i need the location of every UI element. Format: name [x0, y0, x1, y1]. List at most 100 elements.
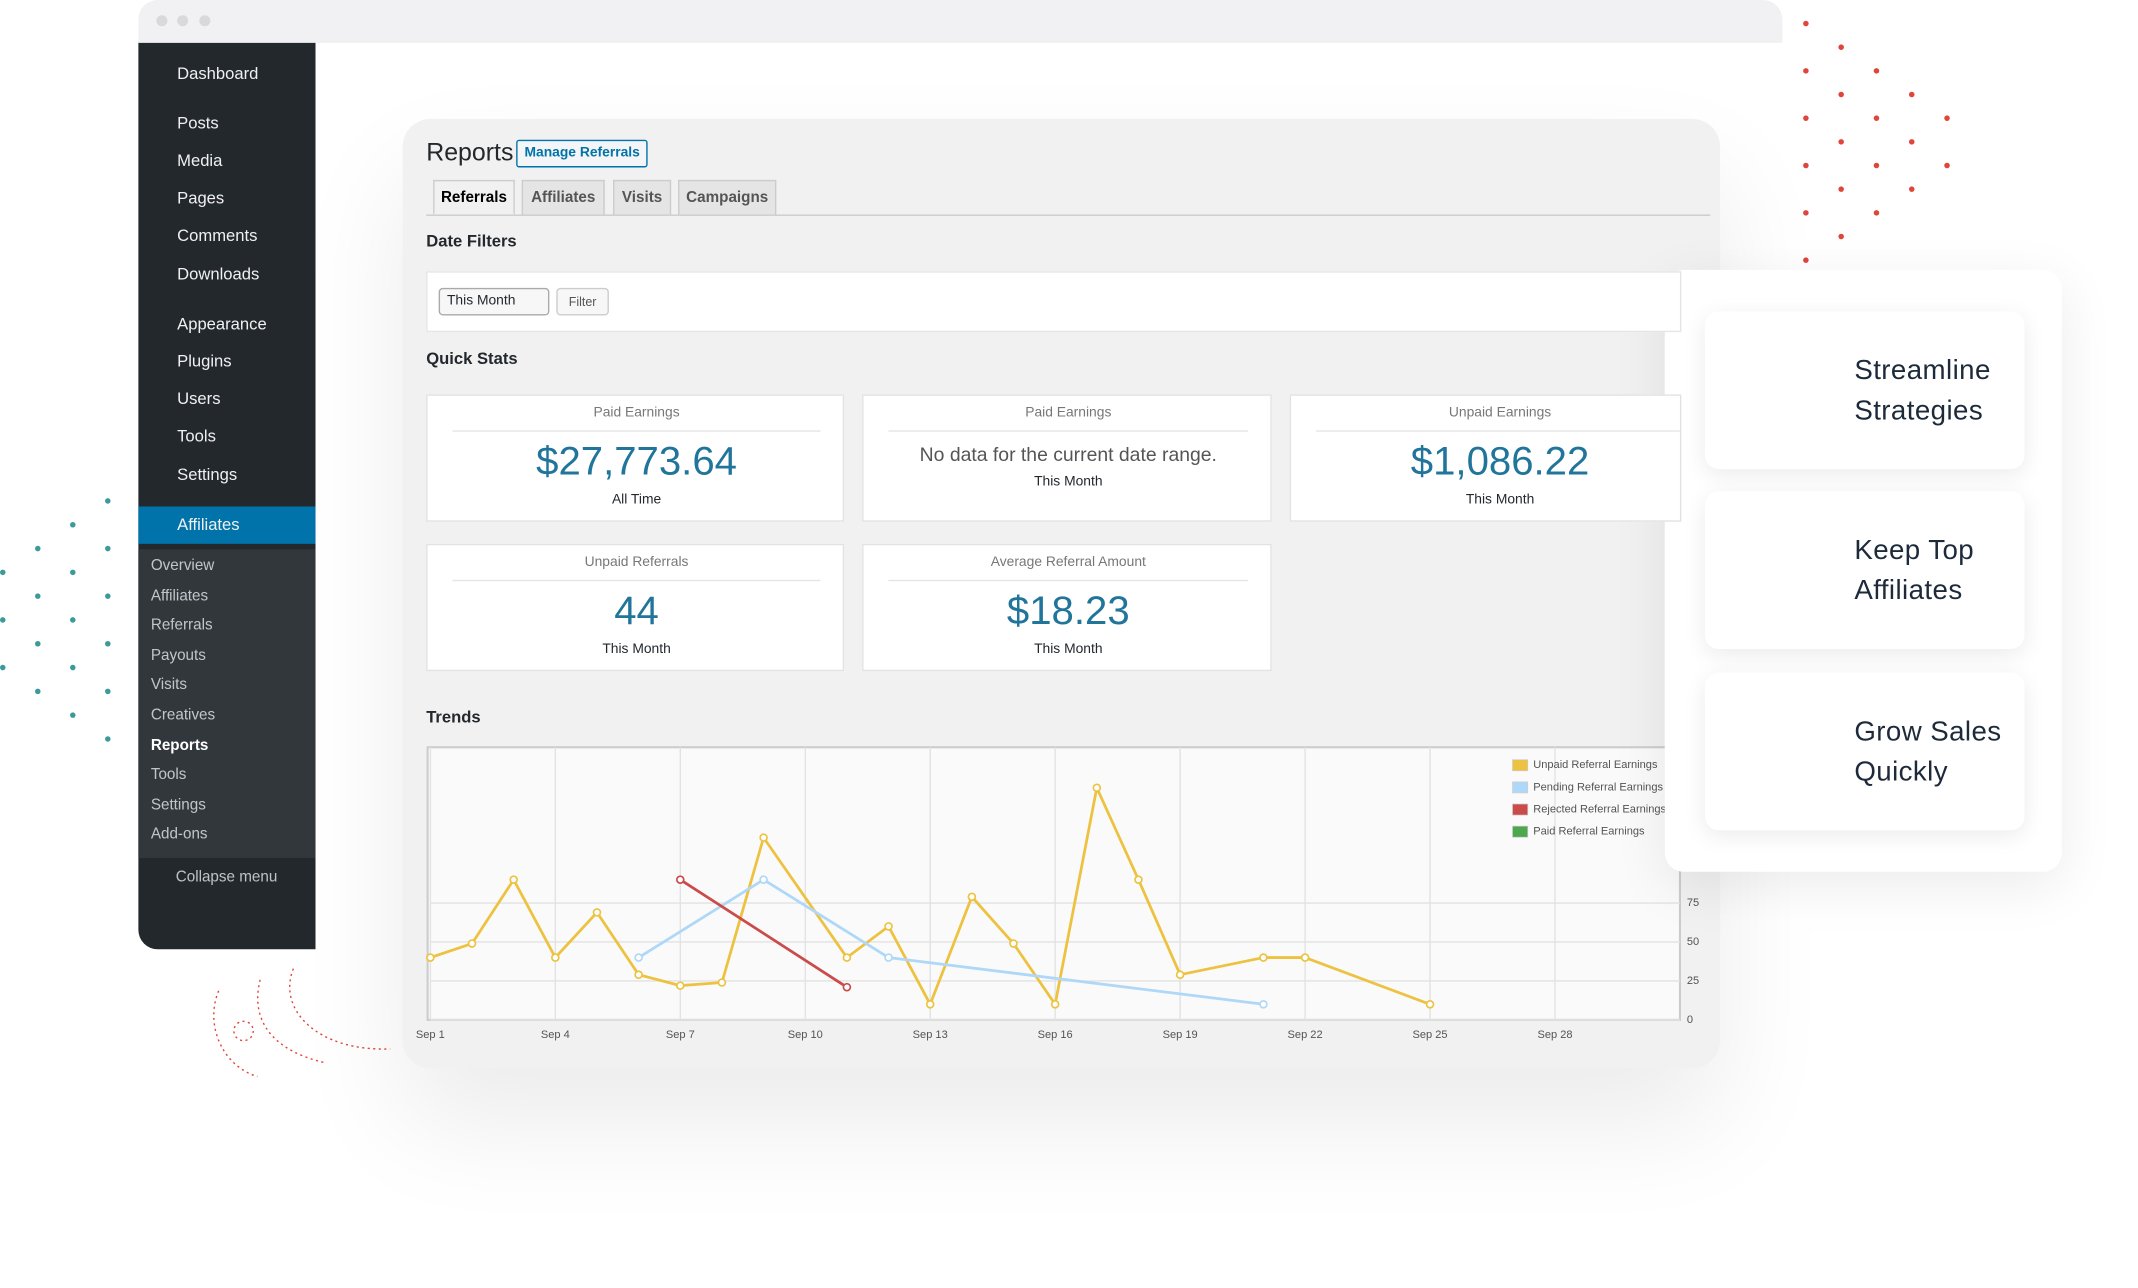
submenu-bg [138, 549, 316, 858]
menu-item[interactable]: Affiliates [177, 514, 240, 535]
deco-dot [1838, 139, 1844, 145]
submenu-item[interactable]: Overview [150, 557, 215, 575]
deco-dot [105, 593, 111, 599]
window-dot [199, 15, 211, 27]
x-tick-label: Sep 16 [1038, 1029, 1073, 1041]
data-point [842, 953, 852, 962]
deco-dot [105, 545, 111, 552]
submenu-item[interactable]: Reports [150, 737, 209, 754]
y-tick-label: 25 [1687, 975, 1699, 987]
x-tick-label: Sep 7 [666, 1029, 695, 1041]
stat-card: Paid Earnings $27,773.64 All Time [426, 394, 845, 522]
card-divider [452, 430, 821, 432]
filter-button[interactable]: Filter [556, 287, 609, 316]
submenu-item[interactable]: Payouts [150, 647, 206, 664]
data-point [634, 953, 643, 962]
deco-dot [35, 545, 41, 552]
card-divider [452, 579, 821, 582]
legend: Unpaid Referral Earnings Pending Referral… [1512, 759, 1667, 838]
y-tick-label: 75 [1687, 897, 1699, 909]
card-title: Paid Earnings [593, 405, 680, 421]
stat-value: $18.23 [1006, 589, 1130, 634]
card-divider [888, 430, 1249, 432]
deco-dot [70, 712, 76, 718]
x-tick-label: Sep 4 [541, 1029, 570, 1041]
deco-dot [1944, 162, 1950, 169]
stat-value: $27,773.64 [536, 440, 737, 485]
arc [233, 1020, 254, 1042]
data-point [842, 982, 852, 992]
collapse-menu[interactable]: Collapse menu [175, 869, 278, 886]
submenu-item[interactable]: Tools [150, 766, 187, 784]
admin-sidebar: Dashboard Posts Media Pages Comments Download… [138, 42, 316, 950]
manage-referrals-button[interactable]: Manage Referrals [516, 139, 649, 168]
deco-dot [35, 593, 41, 599]
data-point [1134, 875, 1143, 884]
tab[interactable]: Referrals [433, 179, 515, 215]
legend-swatch [1512, 759, 1529, 772]
tab[interactable]: Affiliates [521, 179, 605, 215]
tab[interactable]: Campaigns [678, 179, 777, 215]
data-point [1300, 953, 1310, 962]
data-point [1009, 939, 1018, 948]
deco-dot [1908, 186, 1915, 192]
deco-dot [1873, 210, 1880, 216]
series-line [679, 878, 848, 989]
menu-item[interactable]: Downloads [177, 264, 260, 284]
tabs-line [426, 214, 1711, 216]
browser-bar [138, 0, 1783, 43]
menu-item[interactable]: Media [177, 150, 223, 171]
menu-item[interactable]: Comments [177, 225, 258, 245]
stat-card: Unpaid Earnings $1,086.22 This Month [1289, 394, 1682, 522]
tab[interactable]: Visits [613, 179, 672, 215]
menu-item[interactable]: Appearance [177, 314, 267, 334]
menu-item[interactable]: Posts [177, 113, 219, 133]
submenu-item[interactable]: Settings [150, 796, 206, 814]
y-tick-label: 50 [1687, 936, 1699, 948]
menu-item[interactable]: Settings [177, 464, 238, 485]
data-point [1425, 1000, 1435, 1009]
submenu-item[interactable]: Creatives [150, 707, 216, 724]
data-point [592, 908, 602, 917]
deco-dot [1803, 68, 1809, 74]
legend-label: Unpaid Referral Earnings [1533, 759, 1658, 771]
deco-dot [1908, 91, 1915, 98]
deco-dot [1803, 257, 1809, 263]
card-title: Paid Earnings [1025, 405, 1112, 421]
deco-dot [70, 617, 76, 623]
data-point [884, 922, 893, 931]
deco-dot [1908, 139, 1915, 145]
submenu-item[interactable]: Visits [150, 677, 187, 694]
stat-period: This Month [1034, 474, 1103, 490]
menu-item[interactable]: Users [177, 388, 221, 409]
arc [257, 979, 326, 1064]
feature-card: Keep Top Affiliates [1704, 491, 2025, 650]
date-select[interactable]: This Month [438, 287, 550, 316]
card-title: Unpaid Earnings [1448, 405, 1552, 421]
card-divider [1316, 430, 1680, 432]
x-tick-label: Sep 10 [788, 1029, 823, 1041]
submenu-item[interactable]: Referrals [150, 617, 213, 635]
submenu-item[interactable]: Affiliates [150, 587, 209, 605]
feature-card: Streamline Strategies [1704, 311, 2025, 470]
menu-item[interactable]: Dashboard [177, 63, 259, 84]
deco-dot [35, 640, 41, 647]
x-tick-label: Sep 19 [1163, 1029, 1198, 1041]
deco-dot [105, 688, 111, 695]
stat-value: $1,086.22 [1410, 440, 1590, 485]
section-heading: Date Filters [426, 231, 517, 251]
data-point [1259, 953, 1268, 962]
chart-title: Trends [426, 708, 480, 727]
menu-item[interactable]: Plugins [177, 351, 232, 371]
menu-item[interactable]: Pages [177, 188, 225, 208]
deco-dot [1838, 91, 1844, 98]
data-point [925, 1000, 935, 1009]
data-point [675, 875, 685, 884]
submenu-item[interactable]: Add-ons [150, 826, 208, 844]
legend-swatch [1512, 781, 1529, 794]
data-point [426, 953, 435, 962]
feature-text: Grow Sales [1854, 716, 2002, 748]
menu-item[interactable]: Tools [177, 426, 216, 446]
